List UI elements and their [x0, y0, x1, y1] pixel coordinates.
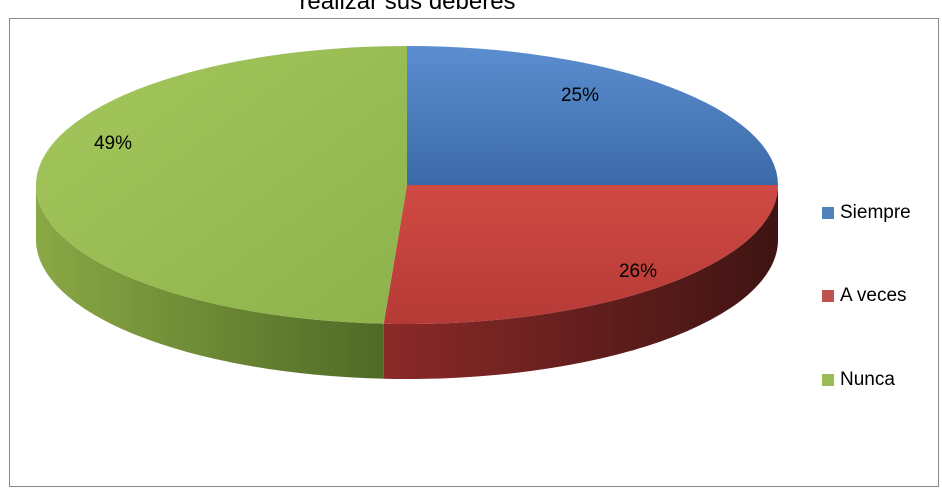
legend-label-nunca: Nunca: [840, 369, 895, 391]
data-label-nunca: 49%: [94, 133, 132, 154]
data-label-siempre: 25%: [561, 85, 599, 106]
data-label-a-veces: 26%: [619, 261, 657, 282]
legend-label-siempre: Siempre: [840, 202, 911, 224]
legend-swatch-siempre: [822, 207, 834, 219]
legend-item-a-veces: A veces: [822, 285, 907, 307]
legend-item-siempre: Siempre: [822, 202, 911, 224]
legend-swatch-nunca: [822, 374, 834, 386]
legend-item-nunca: Nunca: [822, 369, 895, 391]
legend-label-a-veces: A veces: [840, 285, 907, 307]
legend-swatch-a-veces: [822, 290, 834, 302]
pie-slice-siempre: [407, 46, 778, 185]
